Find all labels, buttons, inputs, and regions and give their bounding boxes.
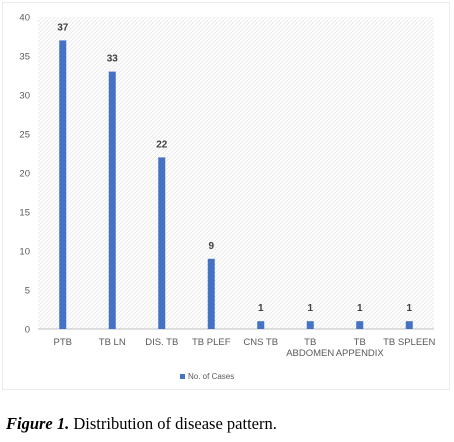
x-tick-label: TB PLEF <box>192 337 231 348</box>
data-label: 9 <box>208 241 214 252</box>
y-tick-label: 10 <box>19 247 30 258</box>
legend: No. of Cases <box>180 372 234 381</box>
bar-tb-abdomen <box>306 321 314 329</box>
bar-cns-tb <box>257 321 265 329</box>
y-tick-label: 5 <box>25 286 30 297</box>
caption-text: Distribution of disease pattern. <box>69 414 277 433</box>
data-label: 33 <box>107 54 119 65</box>
data-label: 1 <box>406 303 412 314</box>
plot-area <box>38 17 434 329</box>
x-tick-label: TB <box>304 337 316 348</box>
y-tick-label: 30 <box>19 91 30 102</box>
y-tick-label: 40 <box>19 13 30 24</box>
bar-tb-plef <box>207 258 215 329</box>
bar-tb-spleen <box>405 321 413 329</box>
chart-container: 0 5 10 15 20 25 30 35 40 37 PTB 33 TB LN 22 DIS. TB 9 TB… <box>2 2 450 390</box>
y-tick-label: 35 <box>19 52 30 63</box>
x-tick-label: CNS TB <box>243 337 278 348</box>
legend-label: No. of Cases <box>188 372 234 381</box>
y-tick-label: 15 <box>19 208 30 219</box>
data-label: 1 <box>258 303 264 314</box>
data-label: 22 <box>156 139 168 150</box>
x-tick-label: TB SPLEEN <box>383 337 435 348</box>
bar-tb-ln <box>108 71 116 329</box>
data-label: 37 <box>57 22 69 33</box>
x-tick-label: APPENDIX <box>336 348 385 359</box>
bar-chart: 0 5 10 15 20 25 30 35 40 37 PTB 33 TB LN 22 DIS. TB 9 TB… <box>2 2 450 390</box>
x-tick-label: DIS. TB <box>145 337 178 348</box>
y-tick-label: 25 <box>19 130 30 141</box>
y-tick-label: 0 <box>25 325 30 336</box>
x-tick-label: PTB <box>54 337 72 348</box>
bar-tb-appendix <box>356 321 364 329</box>
y-tick-label: 20 <box>19 169 30 180</box>
bar-dis-tb <box>158 157 166 329</box>
data-label: 1 <box>307 303 313 314</box>
x-tick-label: TB LN <box>99 337 126 348</box>
figure-label: Figure 1. <box>6 414 70 433</box>
data-label: 1 <box>357 303 363 314</box>
figure-caption: Figure 1. Distribution of disease patter… <box>6 414 446 434</box>
x-tick-label: ABDOMEN <box>286 348 334 359</box>
x-tick-label: TB <box>354 337 366 348</box>
bar-ptb <box>59 40 67 330</box>
legend-swatch <box>180 374 185 379</box>
